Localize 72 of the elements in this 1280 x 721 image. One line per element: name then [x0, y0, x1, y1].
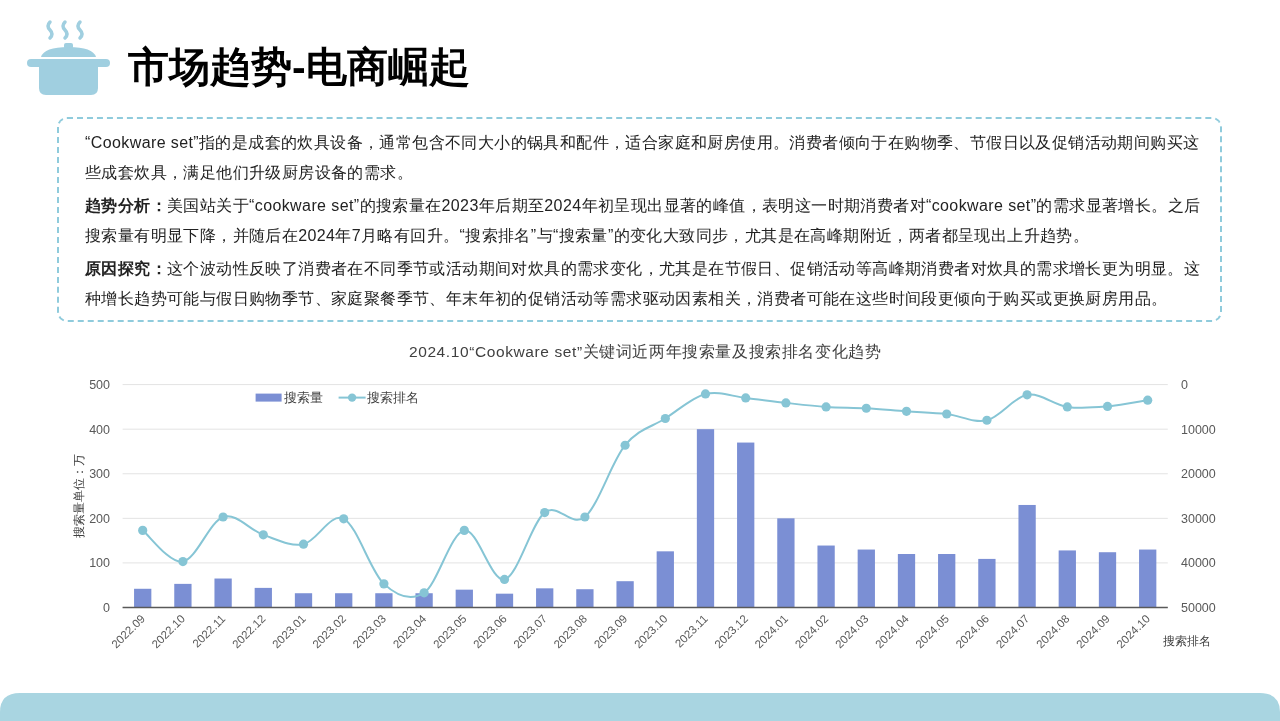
bar [1058, 550, 1076, 608]
point [298, 539, 309, 549]
point [258, 530, 268, 540]
point [1143, 395, 1153, 405]
bar [1098, 552, 1117, 608]
point [821, 402, 831, 412]
point [339, 514, 349, 524]
point [1102, 401, 1113, 412]
point [218, 512, 228, 522]
y-tick-label: 300 [89, 467, 111, 482]
bar [978, 558, 996, 608]
bar [214, 578, 232, 608]
bar [134, 588, 152, 608]
bar [536, 588, 554, 608]
point [861, 403, 871, 413]
bar [696, 429, 715, 608]
bar [857, 549, 875, 608]
legend-label: 搜索排名 [366, 391, 419, 406]
text: 趋势分析：美国站关于“cookware set”的搜索量在2023年后期至2024年初呈现出显著的峰值，表明这一时期消费者对“cookware set”的需求显著增长。之后搜索量有明显下降，并随后在2024年7月略有回升。“搜索排名”与“搜索量”的变化大致同步，尤其是在高峰期附近，两者都呈现出上升趋势。 [85, 197, 1201, 244]
y2-tick-label: 50000 [1181, 601, 1216, 615]
bar [254, 587, 272, 608]
bar [335, 593, 353, 608]
point [1062, 402, 1072, 412]
bar [495, 593, 514, 608]
point [178, 556, 188, 567]
y-tick-label: 0 [103, 601, 111, 615]
bar [174, 583, 192, 608]
bar [1139, 549, 1157, 608]
bar [897, 554, 916, 608]
point [660, 413, 670, 424]
y2-tick-label: 30000 [1181, 511, 1216, 526]
point [499, 574, 510, 585]
y-axis-title: 搜索量单位：万 [72, 454, 86, 539]
y-tick-label: 500 [89, 378, 111, 393]
bar [656, 551, 674, 608]
point [138, 525, 148, 535]
bar [576, 589, 594, 608]
y2-tick-label: 0 [1181, 378, 1188, 393]
point [580, 512, 590, 522]
bar [616, 581, 634, 608]
text: 市场趋势-电商崛起 [128, 43, 470, 92]
y-tick-label: 400 [89, 422, 111, 437]
bar [777, 518, 795, 608]
point [700, 389, 711, 399]
bar [455, 589, 473, 608]
text: “Cookware set”指的是成套的炊具设备，通常包含不同大小的锅具和配件，适合家庭和厨房使用。消费者倾向于在购物季、节假日以及促销活动期间购买这些成套炊具，满足他们升级厨房设备的需求。 [85, 133, 1201, 183]
point [901, 406, 912, 416]
y2-tick-label: 10000 [1181, 422, 1216, 437]
y-tick-label: 100 [89, 556, 111, 571]
point [1022, 390, 1032, 400]
point [942, 409, 952, 419]
bar [1018, 504, 1036, 608]
bar [294, 593, 313, 608]
bar [938, 554, 956, 608]
point [982, 415, 992, 425]
y2-tick-label: 40000 [1181, 556, 1216, 571]
point [540, 507, 550, 518]
y-tick-label: 200 [89, 511, 111, 526]
point [379, 579, 389, 589]
point [419, 588, 429, 598]
point [741, 393, 751, 403]
y2-tick-label: 20000 [1181, 467, 1216, 482]
legend-label: 搜索量 [283, 391, 323, 406]
bar [737, 442, 755, 608]
point [781, 398, 791, 408]
chart-title: 2024.10“Cookware set”关键词近两年搜索量及搜索排名变化趋势 [408, 343, 882, 360]
point [620, 440, 630, 450]
bar [375, 593, 393, 608]
text: 原因探究：这个波动性反映了消费者在不同季节或活动期间对炊具的需求变化，尤其是在节假日、促销活动等高峰期消费者对炊具的需求增长更为明显。这种增长趋势可能与假日购物季节、家庭聚餐季节、年末年初的促销活动等需求驱动因素相关，消费者可能在这些时间段更倾向于购买或更换厨房用品。 [85, 260, 1201, 307]
bar [817, 545, 835, 608]
y2-axis-title: 搜索排名 [1163, 634, 1211, 648]
point [459, 525, 469, 535]
